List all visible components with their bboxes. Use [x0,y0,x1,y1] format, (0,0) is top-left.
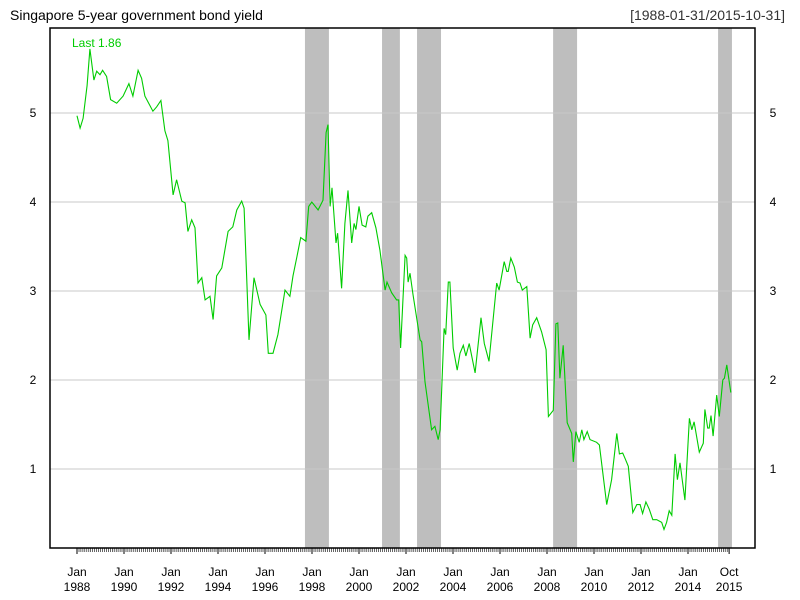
x-tick-label-year: 1988 [64,580,91,594]
y-tick-label-right: 3 [770,284,777,298]
x-tick-label-year: 1990 [111,580,138,594]
plot-frame [49,27,756,549]
y-tick-label-left: 3 [30,284,37,298]
x-tick-label-month: Jan [161,565,180,579]
x-tick-label-month: Jan [114,565,133,579]
shaded-period-1 [382,28,400,548]
series-layer [76,48,732,532]
shaded-period-0 [304,28,329,548]
x-tick-label-month: Oct [720,565,739,579]
last-value-label: Last 1.86 [72,36,122,50]
y-tick-label-right: 1 [770,462,777,476]
x-tick-label-month: Jan [255,565,274,579]
x-tick-label-year: 2004 [440,580,467,594]
x-tick-label-month: Jan [67,565,86,579]
shaded-period-4 [718,28,732,548]
y-tick-label-right: 2 [770,373,777,387]
shaded-period-2 [417,28,442,548]
x-tick-label-month: Jan [208,565,227,579]
x-tick-label-month: Jan [584,565,603,579]
x-tick-label-year: 2015 [716,580,743,594]
y-tick-label-right: 5 [770,106,777,120]
x-tick-label-year: 1996 [252,580,279,594]
y-tick-label-left: 1 [30,462,37,476]
y-tick-label-left: 5 [30,106,37,120]
gridlines [50,112,755,470]
x-tick-label-year: 1992 [158,580,185,594]
series-line [76,48,732,532]
x-tick-label-month: Jan [302,565,321,579]
date-range-label: [1988-01-31/2015-10-31] [630,7,785,23]
x-tick-label-year: 2012 [628,580,655,594]
x-tick-label-year: 1998 [299,580,326,594]
x-tick-label-year: 2002 [393,580,420,594]
shaded-period-3 [553,28,578,548]
x-tick-label-year: 2010 [581,580,608,594]
x-tick-label-month: Jan [631,565,650,579]
x-tick-label-year: 2006 [487,580,514,594]
x-tick-label-month: Jan [490,565,509,579]
shaded-periods [304,28,732,548]
x-tick-label-month: Jan [537,565,556,579]
x-axis: Jan1988Jan1990Jan1992Jan1994Jan1996Jan19… [64,548,743,594]
x-tick-label-year: 2008 [534,580,561,594]
x-tick-label-month: Jan [443,565,462,579]
x-tick-label-year: 2014 [675,580,702,594]
x-tick-label-month: Jan [678,565,697,579]
y-tick-label-left: 4 [30,195,37,209]
x-tick-label-month: Jan [349,565,368,579]
chart-title: Singapore 5-year government bond yield [10,7,263,23]
x-tick-label-month: Jan [396,565,415,579]
x-tick-label-year: 2000 [346,580,373,594]
x-tick-label-year: 1994 [205,580,232,594]
y-tick-label-left: 2 [30,373,37,387]
y-axis: 1 1 2 2 3 3 4 4 5 5 [30,106,777,476]
y-tick-label-right: 4 [770,195,777,209]
